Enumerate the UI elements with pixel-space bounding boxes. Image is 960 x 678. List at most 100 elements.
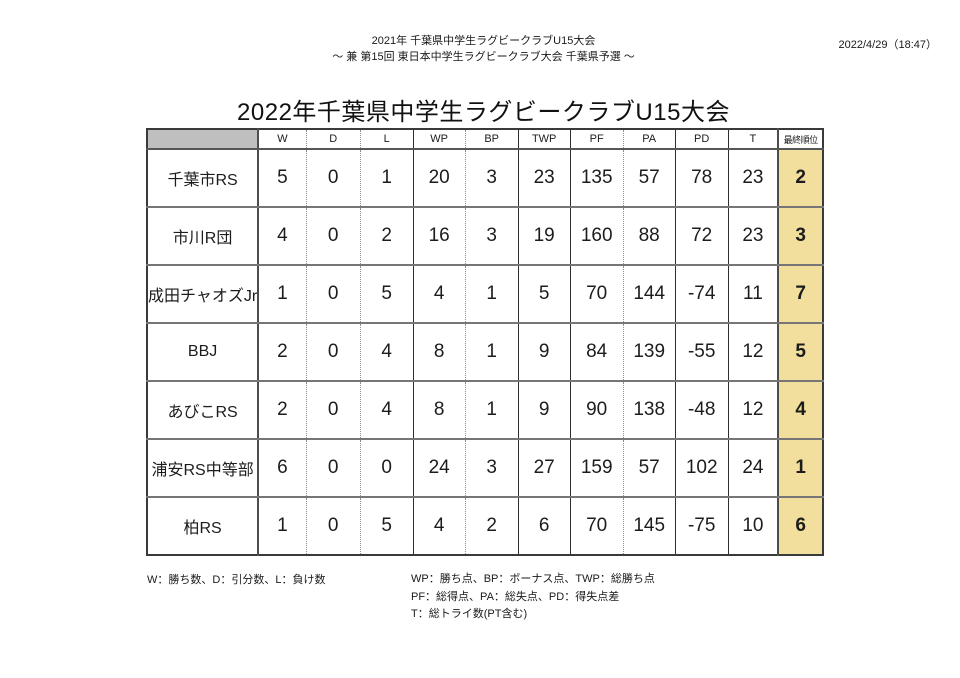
stat-cell: 6 <box>258 439 307 498</box>
stat-cell: -55 <box>675 323 729 382</box>
rank-cell: 3 <box>778 207 824 266</box>
stat-cell: 57 <box>623 149 676 208</box>
stat-cell: 2 <box>258 323 307 382</box>
stat-cell: 9 <box>518 323 571 382</box>
stat-cell: 3 <box>465 207 519 266</box>
column-header-WP: WP <box>413 129 466 150</box>
stat-cell: 57 <box>623 439 676 498</box>
stat-cell: 0 <box>360 439 414 498</box>
header-row: W D L WP BP TWP PF PA PD T 最終順位 <box>147 129 824 150</box>
stat-cell: 6 <box>518 497 571 555</box>
stat-cell: 0 <box>306 381 361 440</box>
rank-cell: 5 <box>778 323 824 382</box>
table-row: 千葉市RS 5 0 1 20 3 23 135 57 78 23 2 <box>147 149 824 208</box>
team-name-cell: 浦安RS中等部 <box>147 439 260 498</box>
team-name-cell: 千葉市RS <box>147 149 260 208</box>
column-header-BP: BP <box>465 129 519 150</box>
legend-right-line1: WP：勝ち点、BP：ボーナス点、TWP：総勝ち点 <box>411 573 655 585</box>
stat-cell: 19 <box>518 207 571 266</box>
team-name-cell: BBJ <box>147 323 260 382</box>
stat-cell: 24 <box>413 439 466 498</box>
stat-cell: 70 <box>570 265 624 324</box>
column-header-PF: PF <box>570 129 624 150</box>
stat-cell: 12 <box>728 323 780 382</box>
stat-cell: 0 <box>306 323 361 382</box>
stat-cell: 4 <box>360 323 414 382</box>
stat-cell: 27 <box>518 439 571 498</box>
stat-cell: 12 <box>728 381 780 440</box>
stat-cell: 3 <box>465 149 519 208</box>
legend-right-line2: PF：総得点、PA：総失点、PD：得失点差 <box>411 590 620 603</box>
stat-cell: 0 <box>306 497 361 555</box>
stat-cell: 4 <box>413 497 466 555</box>
legend-right: WP：勝ち点、BP：ボーナス点、TWP：総勝ち点 PF：総得点、PA：総失点、P… <box>411 571 655 624</box>
print-timestamp: 2022/4/29（18:47） <box>838 39 937 51</box>
standings-table: W D L WP BP TWP PF PA PD T 最終順位 千葉市RS 5 0 1 20 3 23 135 57… <box>146 128 825 556</box>
stat-cell: 1 <box>465 323 519 382</box>
legend-right-line3: T：総トライ数(PT含む) <box>411 608 528 620</box>
stat-cell: 4 <box>258 207 307 266</box>
rank-cell: 1 <box>778 439 824 498</box>
team-name-cell: 成田チャオズJr <box>147 265 260 324</box>
standings-body: 千葉市RS 5 0 1 20 3 23 135 57 78 23 2 市川R団 4 0 2 16 3 19 160 88… <box>147 149 824 555</box>
table-row: 市川R団 4 0 2 16 3 19 160 88 72 23 3 <box>147 207 824 266</box>
stat-cell: 20 <box>413 149 466 208</box>
stat-cell: 159 <box>570 439 624 498</box>
stat-cell: 90 <box>570 381 624 440</box>
stat-cell: -74 <box>675 265 729 324</box>
stat-cell: 84 <box>570 323 624 382</box>
header-meta-line1: 2021年 千葉県中学生ラグビークラブU15大会 <box>371 35 596 47</box>
stat-cell: 9 <box>518 381 571 440</box>
stat-cell: 139 <box>623 323 676 382</box>
stat-cell: 5 <box>518 265 571 324</box>
team-name-cell: あびこRS <box>147 381 260 440</box>
header-meta-line2: ～ 兼 第15回 東日本中学生ラグビークラブ大会 千葉県予選 ～ <box>332 51 635 63</box>
rank-cell: 2 <box>778 149 824 208</box>
stat-cell: 1 <box>465 265 519 324</box>
column-header-TWP: TWP <box>518 129 571 150</box>
standings-table-wrap: W D L WP BP TWP PF PA PD T 最終順位 千葉市RS 5 0 1 20 3 23 135 57… <box>146 128 825 556</box>
stat-cell: 16 <box>413 207 466 266</box>
stat-cell: 1 <box>258 265 307 324</box>
column-header-W: W <box>258 129 307 150</box>
stat-cell: 24 <box>728 439 780 498</box>
stat-cell: 160 <box>570 207 624 266</box>
stat-cell: 5 <box>360 497 414 555</box>
stat-cell: 2 <box>258 381 307 440</box>
stat-cell: 0 <box>306 439 361 498</box>
legend-left: W：勝ち数、D：引分数、L：負け数 <box>147 574 326 586</box>
stat-cell: 2 <box>465 497 519 555</box>
stat-cell: 11 <box>728 265 780 324</box>
rank-cell: 6 <box>778 497 824 555</box>
team-name-cell: 柏RS <box>147 497 260 555</box>
stat-cell: 102 <box>675 439 729 498</box>
stat-cell: 145 <box>623 497 676 555</box>
standings-header: W D L WP BP TWP PF PA PD T 最終順位 <box>147 129 824 150</box>
column-header-T: T <box>728 129 780 150</box>
stat-cell: 23 <box>728 149 780 208</box>
table-row: BBJ 2 0 4 8 1 9 84 139 -55 12 5 <box>147 323 824 382</box>
column-header-D: D <box>306 129 361 150</box>
stat-cell: 0 <box>306 207 361 266</box>
column-header-L: L <box>360 129 414 150</box>
stat-cell: 1 <box>360 149 414 208</box>
header-meta: 2021年 千葉県中学生ラグビークラブU15大会 ～ 兼 第15回 東日本中学生… <box>147 33 820 65</box>
rank-cell: 7 <box>778 265 824 324</box>
stat-cell: 5 <box>258 149 307 208</box>
stat-cell: 10 <box>728 497 780 555</box>
stat-cell: 78 <box>675 149 729 208</box>
table-row: 成田チャオズJr 1 0 5 4 1 5 70 144 -74 11 7 <box>147 265 824 324</box>
stat-cell: 4 <box>360 381 414 440</box>
rank-column-header: 最終順位 <box>778 129 824 150</box>
stat-cell: 138 <box>623 381 676 440</box>
page-title: 2022年千葉県中学生ラグビークラブU15大会 <box>237 99 730 126</box>
stat-cell: 4 <box>413 265 466 324</box>
stat-cell: 1 <box>258 497 307 555</box>
table-row: 柏RS 1 0 5 4 2 6 70 145 -75 10 6 <box>147 497 824 555</box>
team-name-cell: 市川R団 <box>147 207 260 266</box>
stat-cell: 2 <box>360 207 414 266</box>
table-row: 浦安RS中等部 6 0 0 24 3 27 159 57 102 24 1 <box>147 439 824 498</box>
table-row: あびこRS 2 0 4 8 1 9 90 138 -48 12 4 <box>147 381 824 440</box>
stat-cell: 88 <box>623 207 676 266</box>
